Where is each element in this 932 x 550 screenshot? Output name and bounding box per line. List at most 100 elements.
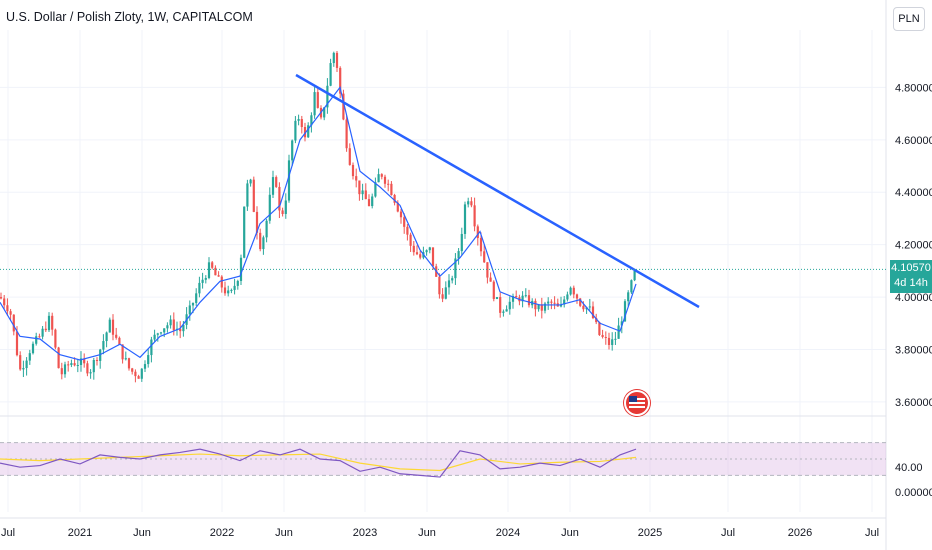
candle-body: [623, 301, 627, 322]
candle-body: [371, 196, 374, 207]
candle-body: [291, 140, 294, 161]
candle-body: [431, 247, 435, 267]
candle-body: [559, 304, 563, 307]
candle-body: [73, 363, 76, 366]
x-tick-label: Jul: [1, 527, 15, 539]
candle-body: [515, 296, 518, 298]
candle-body: [271, 177, 275, 195]
candle-body: [95, 359, 99, 361]
candle-body: [252, 179, 255, 212]
candle-body: [358, 180, 361, 195]
candle-body: [316, 92, 319, 108]
candle-body: [345, 119, 348, 149]
candle-body: [361, 190, 364, 195]
candle-body: [598, 322, 601, 335]
candle-body: [15, 331, 19, 356]
candle-body: [92, 359, 95, 373]
candle-body: [547, 301, 550, 304]
candle-body: [591, 306, 595, 319]
candle-body: [134, 371, 137, 377]
candle-body: [508, 301, 511, 310]
candle-body: [230, 289, 233, 291]
x-tick-label: 2024: [496, 527, 520, 539]
y-tick-label: 4.20000: [895, 240, 932, 252]
candle-body: [377, 174, 380, 183]
y-tick-label: 4.40000: [895, 187, 932, 199]
candle-body: [348, 148, 351, 165]
candle-body: [169, 319, 172, 326]
candle-body: [163, 328, 166, 333]
candle-body: [6, 305, 9, 312]
candle-body: [524, 295, 527, 297]
candle-body: [60, 368, 63, 375]
candle-body: [444, 287, 447, 299]
y-tick-label: 4.60000: [895, 135, 932, 147]
candle-body: [521, 295, 524, 302]
candle-body: [537, 304, 540, 310]
candle-body: [495, 297, 499, 299]
candle-body: [511, 296, 515, 302]
candle-body: [630, 280, 633, 293]
candle-body: [201, 279, 204, 283]
candle-body: [233, 285, 236, 290]
candle-body: [486, 262, 489, 278]
candle-body: [563, 299, 566, 305]
candle-body: [278, 186, 281, 211]
candle-body: [607, 337, 611, 345]
candle-body: [569, 287, 572, 295]
candle-body: [44, 328, 47, 331]
candle-body: [601, 334, 604, 337]
x-tick-label: Jun: [418, 527, 436, 539]
candle-body: [86, 363, 89, 374]
trendline[interactable]: [295, 73, 700, 309]
candle-body: [137, 376, 140, 379]
candle-body: [396, 202, 399, 212]
candle-body: [627, 292, 630, 302]
candle-body: [214, 267, 217, 276]
candle-body: [25, 360, 28, 369]
candle-body: [454, 258, 457, 279]
candle-body: [108, 319, 111, 333]
candle-body: [540, 304, 543, 311]
candle-body: [364, 190, 367, 200]
candle-body: [54, 329, 57, 348]
candle-body: [553, 302, 556, 304]
candle-body: [51, 315, 54, 330]
x-tick-label: Jul: [721, 527, 735, 539]
candle-body: [505, 309, 508, 312]
candle-body: [342, 93, 345, 120]
candle-body: [0, 297, 3, 299]
candle-body: [217, 275, 220, 277]
x-tick-label: 2025: [638, 527, 662, 539]
currency-button[interactable]: PLN: [893, 7, 925, 31]
candle-body: [393, 194, 396, 203]
candle-body: [3, 298, 6, 306]
candle-body: [89, 372, 92, 374]
x-tick-label: Jun: [133, 527, 151, 539]
candle-body: [617, 325, 620, 339]
candle-body: [403, 217, 406, 227]
candle-body: [425, 250, 428, 253]
candle-body: [249, 179, 252, 184]
candle-body: [22, 368, 25, 370]
candle-body: [611, 339, 614, 345]
candle-body: [220, 276, 223, 288]
candle-body: [332, 52, 335, 64]
chart-title: U.S. Dollar / Polish Zloty, 1W, CAPITALC…: [6, 10, 253, 24]
us-flag-icon[interactable]: [624, 390, 650, 416]
y-tick-label: 4.80000: [895, 82, 932, 94]
candle-body: [19, 355, 22, 370]
candle-body: [227, 290, 230, 294]
bar-countdown: 4d 14h: [894, 277, 928, 289]
candle-body: [588, 306, 591, 308]
candle-body: [575, 294, 579, 299]
candle-body: [63, 364, 67, 375]
candle-body: [76, 364, 79, 366]
candle-body: [582, 305, 585, 310]
candle-body: [259, 232, 262, 250]
candle-body: [595, 318, 598, 323]
candle-body: [323, 107, 326, 118]
candle-body: [35, 336, 38, 344]
candle-body: [476, 226, 479, 239]
